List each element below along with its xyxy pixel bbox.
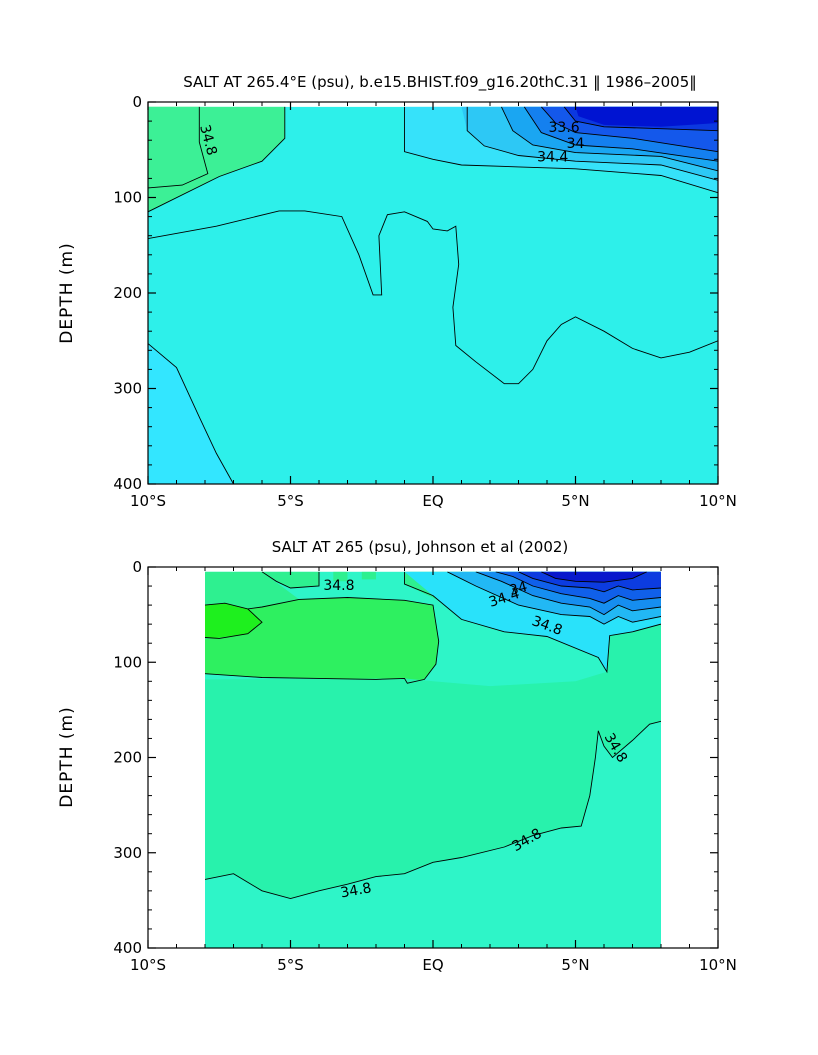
contour-line — [523, 106, 718, 162]
contour-line — [261, 571, 320, 589]
model-salinity-panel: SALT AT 265.4°E (psu), b.e15.BHIST.f09_g… — [57, 73, 737, 510]
x-tick-label: 10°S — [130, 956, 166, 974]
x-tick-label: 5°N — [561, 492, 589, 510]
panel-title: SALT AT 265.4°E (psu), b.e15.BHIST.f09_g… — [183, 73, 697, 92]
contour-line — [540, 106, 718, 153]
contour-line — [148, 210, 718, 385]
x-tick-label: EQ — [422, 492, 443, 510]
panel-title: SALT AT 265 (psu), Johnson et al (2002) — [272, 538, 569, 556]
contour-line — [541, 571, 647, 583]
x-tick-label: 5°S — [277, 956, 304, 974]
filled-contour-salinity-maximum-core-small — [205, 603, 262, 639]
x-tick-label: 10°N — [699, 492, 737, 510]
y-tick-label: 100 — [113, 189, 142, 207]
contour-line — [447, 571, 661, 625]
y-tick-label: 300 — [113, 380, 142, 398]
contour-line — [148, 106, 286, 213]
y-tick-label: 300 — [113, 844, 142, 862]
filled-contour-deep-main — [205, 624, 661, 899]
contour-line — [148, 106, 209, 189]
contour-label: 34 — [508, 579, 529, 599]
contour-line — [475, 571, 661, 616]
y-tick-label: 100 — [113, 653, 142, 671]
x-tick-label: 10°S — [130, 492, 166, 510]
contour-line — [205, 720, 661, 899]
filled-contour-south-deep-fresh-band — [148, 343, 234, 484]
y-axis-label: DEPTH (m) — [57, 706, 77, 807]
contour-label: 34 — [567, 136, 585, 152]
contour-line — [404, 571, 661, 674]
observed-salinity-panel: SALT AT 265 (psu), Johnson et al (2002) … — [57, 538, 737, 974]
contour-label: 34.8 — [339, 880, 372, 901]
contour-line — [404, 106, 718, 194]
contour-line — [500, 106, 718, 172]
contour-label: 33.6 — [549, 120, 580, 136]
x-tick-label: EQ — [422, 956, 443, 974]
contour-line — [205, 608, 263, 639]
filled-contour-salinity-maximum-core-large — [205, 597, 439, 684]
y-tick-label: 0 — [132, 93, 142, 111]
x-tick-label: 10°N — [699, 956, 737, 974]
y-tick-label: 200 — [113, 749, 142, 767]
contour-line — [148, 343, 234, 485]
y-tick-label: 400 — [113, 939, 142, 957]
contour-label: 34.8 — [196, 123, 220, 157]
contour-line — [495, 571, 661, 604]
contour-line — [563, 106, 718, 132]
y-tick-label: 200 — [113, 284, 142, 302]
y-axis-label: DEPTH (m) — [57, 242, 77, 343]
contour-line — [518, 571, 661, 593]
filled-contour-surface-fresh-core — [575, 106, 718, 127]
x-tick-label: 5°S — [277, 492, 304, 510]
contour-label: 34.8 — [323, 578, 354, 594]
y-tick-label: 400 — [113, 475, 142, 493]
x-tick-label: 5°N — [561, 956, 589, 974]
contour-line — [205, 597, 440, 684]
y-tick-label: 0 — [132, 558, 142, 576]
contour-line — [466, 106, 718, 181]
contour-label: 34.4 — [537, 149, 568, 165]
